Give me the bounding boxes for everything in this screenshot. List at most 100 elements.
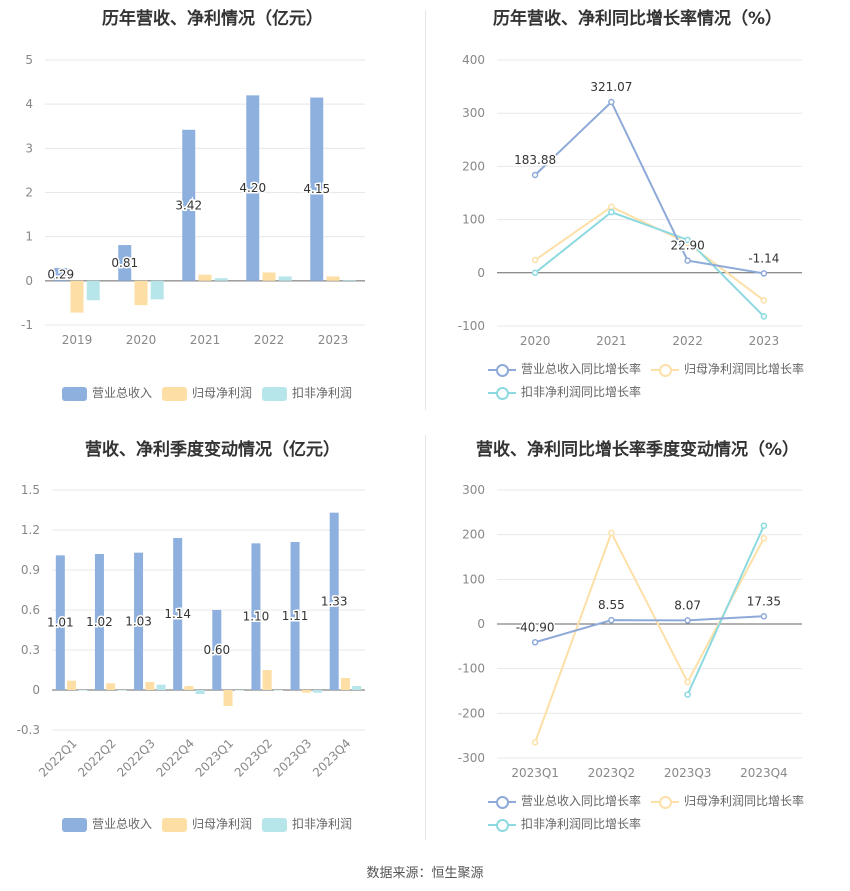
y-tick-label: -100 — [458, 319, 485, 333]
legend-item-parent-growth[interactable]: 归母净利润同比增长率 — [651, 792, 804, 809]
legend-item-parent-growth[interactable]: 归母净利润同比增长率 — [651, 360, 804, 377]
bar — [214, 278, 228, 281]
bar — [134, 280, 148, 306]
bar — [55, 555, 65, 690]
data-label: 1.03 — [125, 614, 152, 628]
x-tick-label: 2022 — [254, 333, 285, 347]
annual-growth-line-chart: -100 0 100 200 300 400 2020 2021 2022 2023 183.88 3… — [458, 53, 802, 348]
series-line — [534, 530, 765, 743]
bar — [70, 280, 84, 313]
legend-swatch — [262, 817, 287, 832]
data-point — [760, 313, 768, 320]
y-tick-label: -200 — [458, 706, 485, 720]
x-tick-label: 2022Q4 — [153, 736, 197, 780]
data-point — [760, 270, 768, 277]
x-tick-label: 2019 — [62, 333, 93, 347]
legend-swatch — [62, 817, 87, 832]
x-tick-label: 2022 — [672, 334, 703, 348]
y-tick-label: -100 — [458, 662, 485, 676]
series-line — [686, 525, 765, 695]
data-point — [760, 522, 768, 529]
y-tick-label: 0.3 — [21, 643, 40, 657]
series-line — [534, 211, 765, 318]
data-label: 0.29 — [47, 267, 74, 281]
legend-line-swatch — [488, 795, 516, 809]
bar — [342, 279, 356, 281]
chart-title: 营收、净利同比增长率季度变动情况（%） — [475, 440, 800, 460]
y-tick-label: 5 — [25, 53, 33, 67]
bar — [86, 280, 100, 301]
data-label: 4.20 — [239, 181, 266, 195]
legend-line-swatch — [488, 386, 516, 400]
y-tick-label: 200 — [462, 528, 485, 542]
legend-item-revenue[interactable]: 营业总收入 — [62, 384, 152, 401]
chart-title: 历年营收、净利情况（亿元） — [102, 9, 323, 29]
legend-item-deducted-profit[interactable]: 扣非净利润 — [262, 384, 352, 401]
data-label: 183.88 — [514, 153, 556, 167]
bar — [156, 684, 166, 690]
bar — [184, 686, 194, 690]
y-tick-label: 2 — [25, 186, 33, 200]
data-point — [531, 269, 539, 277]
legend-item-revenue[interactable]: 营业总收入 — [62, 815, 152, 832]
legend-swatch — [262, 386, 287, 401]
bar — [150, 280, 164, 300]
y-tick-label: 100 — [462, 213, 485, 227]
bar — [340, 678, 350, 690]
bar — [326, 276, 340, 281]
data-label: 321.07 — [590, 80, 632, 94]
y-tick-label: 4 — [25, 97, 33, 111]
legend-line-swatch — [651, 795, 679, 809]
bar — [313, 690, 323, 693]
legend-item-revenue-growth[interactable]: 营业总收入同比增长率 — [488, 792, 641, 809]
series-line — [534, 100, 765, 275]
quarterly-revenue-profit-panel: 营收、净利季度变动情况（亿元） -0.3 0 0.3 0.6 0.9 1.2 1.5 2022… — [0, 425, 425, 855]
annual-revenue-profit-panel: 历年营收、净利情况（亿元） -1 0 1 2 3 4 5 2019 2020 2021 2022 20… — [0, 0, 425, 410]
data-point — [608, 98, 615, 106]
y-tick-label: 300 — [462, 483, 485, 497]
legend-item-parent-profit[interactable]: 归母净利润 — [162, 815, 252, 832]
legend-line-swatch — [651, 363, 679, 377]
bar — [310, 97, 324, 281]
x-tick-label: 2023Q1 — [193, 736, 237, 780]
legend-line-swatch — [488, 818, 516, 832]
data-label: 0.81 — [111, 256, 138, 270]
chart-title: 营收、净利季度变动情况（亿元） — [85, 440, 340, 460]
quarterly-growth-panel: 营收、净利同比增长率季度变动情况（%） -300 -200 -100 0 100 200 3… — [425, 425, 850, 855]
x-tick-label: 2022Q3 — [114, 736, 158, 780]
x-tick-label: 2023Q1 — [511, 766, 559, 780]
data-point — [608, 616, 615, 624]
bar — [195, 690, 205, 694]
data-label: 0.60 — [203, 643, 230, 657]
data-point — [760, 613, 768, 620]
annual-growth-panel: 历年营收、净利同比增长率情况（%） -100 0 100 200 300 400 2020 2… — [425, 0, 850, 410]
bar — [246, 95, 260, 281]
bar — [234, 690, 244, 691]
bar — [134, 552, 144, 690]
legend-item-deducted-growth[interactable]: 扣非净利润同比增长率 — [488, 383, 641, 400]
y-tick-label: 400 — [462, 53, 485, 67]
data-point — [608, 529, 615, 537]
data-label: -1.14 — [748, 251, 779, 265]
bar — [94, 554, 104, 690]
bar — [198, 274, 212, 281]
bar — [329, 512, 339, 690]
legend-item-parent-profit[interactable]: 归母净利润 — [162, 384, 252, 401]
data-label: 1.01 — [47, 616, 74, 630]
legend-item-revenue-growth[interactable]: 营业总收入同比增长率 — [488, 360, 641, 377]
bar — [223, 690, 233, 706]
series-line — [534, 205, 765, 302]
legend-item-deducted-profit[interactable]: 扣非净利润 — [262, 815, 352, 832]
x-tick-label: 2023Q3 — [664, 766, 712, 780]
bar — [118, 245, 132, 281]
y-tick-label: 1 — [25, 230, 33, 244]
data-label: 1.14 — [164, 607, 191, 621]
x-tick-label: 2020 — [126, 333, 157, 347]
y-tick-label: 1.5 — [21, 483, 40, 497]
legend-swatch — [162, 386, 187, 401]
y-tick-label: 0 — [32, 683, 40, 697]
quarterly-growth-line-chart: -300 -200 -100 0 100 200 300 2023Q1 2023Q2 2023Q3… — [458, 483, 802, 780]
legend-item-deducted-growth[interactable]: 扣非净利润同比增长率 — [488, 815, 641, 832]
data-label: 8.55 — [598, 598, 625, 612]
x-tick-label: 2022Q1 — [36, 736, 80, 780]
